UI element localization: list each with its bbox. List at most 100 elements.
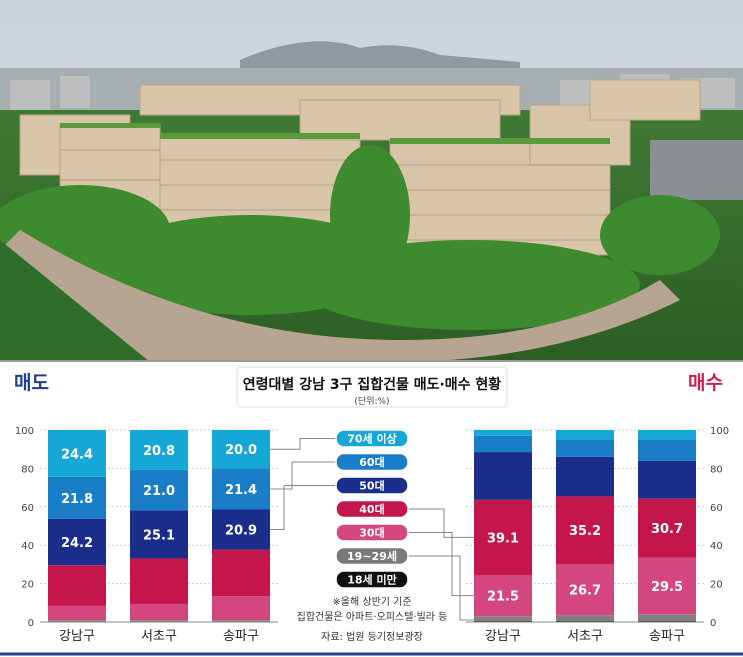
bar-segment bbox=[212, 468, 270, 510]
connector-line bbox=[270, 438, 336, 450]
y-tick-label: 100 bbox=[15, 426, 34, 437]
bar-segment bbox=[48, 565, 106, 606]
data-label: 21.4 bbox=[225, 483, 257, 498]
data-label: 20.8 bbox=[143, 444, 175, 459]
legend-swatch bbox=[335, 546, 409, 566]
bar-segment bbox=[556, 430, 614, 440]
data-label: 24.4 bbox=[61, 447, 93, 462]
legend-label: 30대 bbox=[359, 526, 384, 540]
bar-segment bbox=[638, 439, 696, 461]
legend-label: 18세 미만 bbox=[347, 573, 397, 587]
bar-segment bbox=[556, 456, 614, 497]
note-line1: ※올해 상반기 기준 bbox=[332, 595, 411, 608]
bar-segment bbox=[130, 603, 188, 621]
chart-title: 연령대별 강남 3구 집합건물 매도·매수 현황 bbox=[243, 376, 502, 393]
bar-segment bbox=[638, 614, 696, 622]
legend-swatch bbox=[335, 499, 409, 519]
legend-label: 40대 bbox=[359, 502, 384, 516]
bar-segment bbox=[212, 509, 270, 550]
bar-segment bbox=[474, 574, 532, 617]
title-banner bbox=[236, 366, 508, 408]
data-label: 39.1 bbox=[487, 531, 519, 546]
bar-segment bbox=[48, 605, 106, 621]
legend-swatch bbox=[335, 429, 409, 448]
data-label: 30.7 bbox=[651, 522, 683, 537]
bar-segment bbox=[556, 564, 614, 616]
note-line2: 집합건물은 아파트·오피스텔·빌라 등 bbox=[297, 611, 448, 623]
buy-label: 매수 bbox=[688, 372, 723, 394]
y-tick-label: 80 bbox=[710, 464, 723, 475]
y-tick-label: 20 bbox=[21, 580, 34, 591]
bar-segment bbox=[130, 558, 188, 604]
bar-segment bbox=[474, 430, 532, 436]
bar-segment bbox=[556, 615, 614, 622]
bar-segment bbox=[130, 469, 188, 511]
category-label: 강남구 bbox=[485, 629, 521, 644]
connector-line bbox=[408, 532, 474, 597]
bar-segment bbox=[130, 430, 188, 470]
bar-segment bbox=[48, 430, 106, 477]
bar-segment bbox=[638, 557, 696, 615]
category-label: 강남구 bbox=[59, 629, 95, 644]
bar-segment bbox=[474, 499, 532, 575]
legend-label: 70세 이상 bbox=[347, 432, 397, 446]
buy-bars: 21.5 39.1 강남구 26.7 35.2 서초구 29.5 30.7 송파구 bbox=[466, 430, 704, 644]
category-label: 송파구 bbox=[649, 629, 685, 644]
y-tick-label: 0 bbox=[710, 618, 716, 629]
bar-segment bbox=[48, 518, 106, 566]
legend-swatch bbox=[335, 476, 409, 495]
legend-swatch bbox=[335, 452, 409, 472]
bar-segment bbox=[48, 476, 106, 519]
legend-swatch bbox=[335, 523, 409, 542]
connector-line bbox=[408, 508, 474, 538]
data-label: 21.5 bbox=[487, 590, 519, 605]
data-label: 20.0 bbox=[225, 443, 257, 458]
data-label: 29.5 bbox=[651, 580, 683, 595]
category-label: 송파구 bbox=[223, 629, 259, 644]
legend-swatch bbox=[335, 570, 409, 589]
y-tick-label: 40 bbox=[21, 541, 34, 552]
data-label: 26.7 bbox=[569, 584, 601, 599]
data-label: 35.2 bbox=[569, 524, 601, 539]
bar-segment bbox=[212, 549, 270, 597]
buy-y-axis: 0 20 40 60 80 100 bbox=[466, 426, 729, 629]
y-tick-label: 60 bbox=[710, 503, 723, 514]
y-tick-label: 80 bbox=[21, 464, 34, 475]
y-tick-label: 40 bbox=[710, 541, 723, 552]
source-note: 자료: 법원 등기정보광장 bbox=[321, 631, 423, 643]
bar-segment bbox=[48, 620, 106, 622]
bar-segment bbox=[556, 439, 614, 457]
y-tick-label: 20 bbox=[710, 580, 723, 591]
y-tick-label: 100 bbox=[710, 426, 729, 437]
y-tick-label: 60 bbox=[21, 503, 34, 514]
data-label: 24.2 bbox=[61, 536, 93, 551]
connector-line bbox=[270, 461, 336, 490]
legend: 70세 이상 60대 50대 40대 30대 19~29세 18세 미만 bbox=[335, 429, 409, 589]
data-label: 20.9 bbox=[225, 524, 257, 539]
bar-segment bbox=[130, 620, 188, 622]
sell-label: 매도 bbox=[14, 372, 49, 394]
legend-label: 60대 bbox=[359, 455, 384, 469]
connector-line bbox=[270, 485, 336, 531]
data-label: 21.0 bbox=[143, 484, 175, 499]
bar-segment bbox=[638, 430, 696, 440]
sell-y-axis: 0 20 40 60 80 100 bbox=[15, 426, 278, 629]
bar-segment bbox=[474, 452, 532, 500]
data-label: 25.1 bbox=[143, 528, 175, 543]
bar-segment bbox=[556, 496, 614, 565]
bar-segment bbox=[212, 620, 270, 622]
legend-connectors bbox=[270, 438, 474, 621]
category-label: 서초구 bbox=[567, 629, 603, 644]
legend-label: 19~29세 bbox=[347, 549, 397, 563]
apartment-photo bbox=[0, 0, 743, 362]
bar-segment bbox=[474, 616, 532, 622]
sell-bars: 24.2 21.8 24.4 강남구 25.1 21.0 20.8 서초구 20.9 21.4 20… bbox=[40, 430, 278, 644]
bar-segment bbox=[638, 498, 696, 558]
data-label: 21.8 bbox=[61, 492, 93, 507]
chart-unit: (단위:%) bbox=[354, 396, 389, 407]
bar-segment bbox=[130, 510, 188, 559]
y-tick-label: 0 bbox=[28, 618, 34, 629]
category-label: 서초구 bbox=[141, 629, 177, 644]
bar-segment bbox=[212, 430, 270, 469]
